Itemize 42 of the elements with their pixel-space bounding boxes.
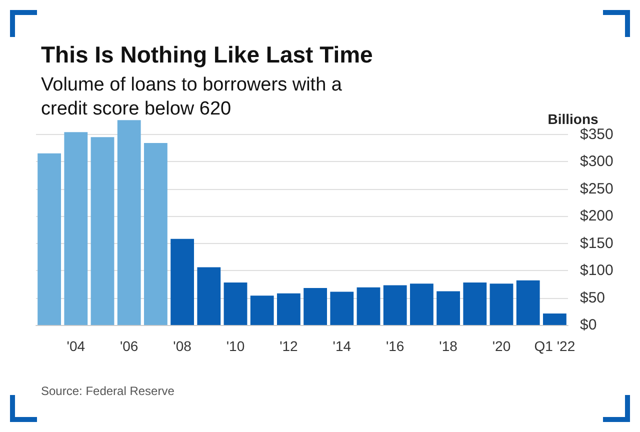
bar (144, 143, 168, 325)
bar (250, 296, 274, 325)
bar (490, 284, 514, 325)
bar (516, 280, 540, 325)
y-tick-label: $100 (580, 262, 614, 280)
bar (383, 285, 407, 325)
bar (330, 292, 354, 325)
bar (38, 153, 62, 325)
bar (436, 291, 460, 325)
chart-subtitle: Volume of loans to borrowers with a credit score below 620 (41, 74, 348, 120)
bar (463, 282, 487, 325)
x-tick-label: '18 (439, 338, 458, 354)
bar (356, 287, 380, 325)
bar (90, 137, 114, 325)
x-tick-label: '08 (173, 338, 192, 354)
chart-title: This Is Nothing Like Last Time (41, 42, 373, 68)
y-tick-label: $300 (580, 153, 614, 170)
x-tick-label: '14 (332, 338, 352, 354)
y-axis-title: Billions (548, 111, 598, 127)
x-tick-label: Q1 '22 (534, 338, 576, 354)
source-note: Source: Federal Reserve (41, 384, 175, 398)
bar (64, 132, 88, 325)
x-tick-label: '10 (226, 338, 245, 354)
y-tick-label: $150 (580, 234, 614, 252)
bar (117, 120, 141, 325)
x-tick-label: '06 (120, 338, 138, 354)
y-tick-label: $250 (580, 180, 614, 198)
bar (410, 284, 434, 325)
bar (197, 267, 221, 325)
x-tick-label: '16 (386, 338, 404, 354)
x-tick-label: '12 (280, 338, 298, 354)
x-tick-label: '04 (66, 338, 86, 354)
y-tick-label: $50 (580, 289, 606, 306)
y-tick-label: $0 (580, 316, 597, 334)
x-tick-label: '20 (492, 338, 511, 354)
bar (276, 293, 300, 325)
bar (170, 238, 194, 325)
y-tick-label: $350 (580, 126, 614, 143)
bar (304, 288, 328, 325)
bar (542, 314, 566, 325)
y-tick-label: $200 (580, 208, 614, 225)
bar (224, 282, 248, 325)
